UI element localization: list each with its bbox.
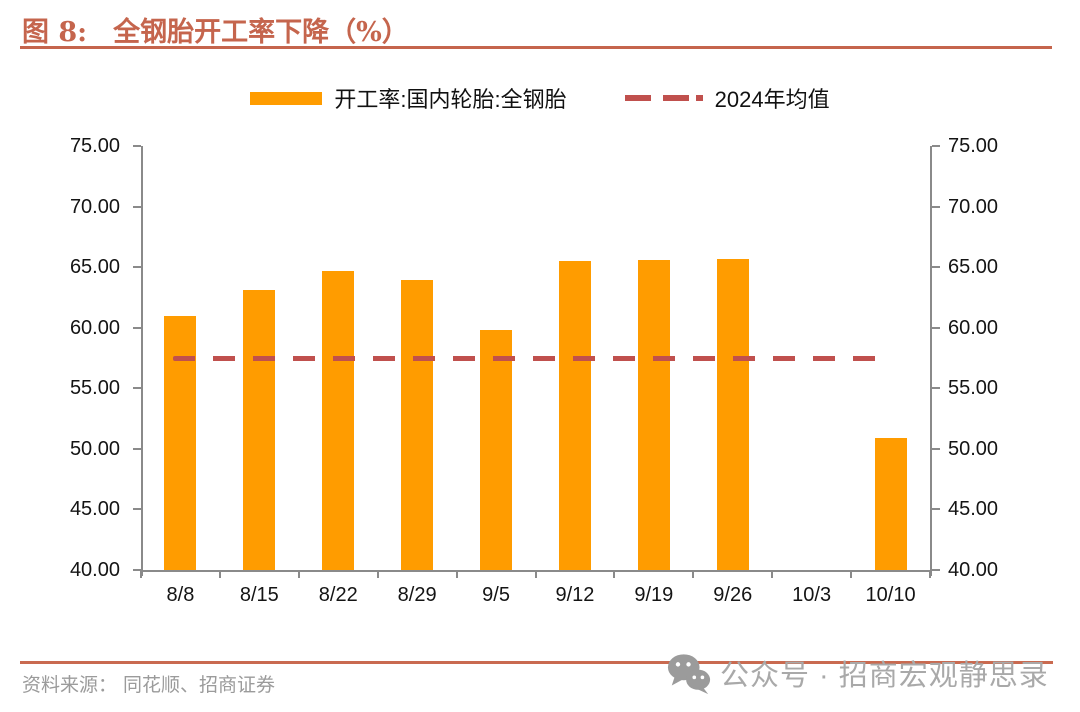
x-tick — [218, 570, 221, 578]
y-tick-left — [133, 145, 141, 147]
y-axis-right — [930, 146, 932, 576]
x-tick — [140, 570, 142, 578]
avg-line-label: 2024年均值 — [714, 87, 830, 112]
bar-8/22 — [322, 270, 355, 570]
y-tick-left — [133, 447, 141, 450]
figure-title: 图 8: 全钢胎开工率下降（%） — [22, 10, 409, 49]
x-tick-label: 8/29 — [397, 584, 437, 606]
x-tick — [534, 570, 537, 578]
x-tick-label: 10/10 — [865, 584, 916, 606]
title-underline — [20, 46, 1052, 49]
x-tick-label: 8/22 — [318, 584, 358, 606]
x-tick-label: 9/26 — [713, 584, 753, 606]
x-tick — [455, 570, 458, 578]
x-tick-label: 8/15 — [239, 584, 279, 606]
x-tick-label: 10/3 — [792, 584, 832, 606]
bar-series-swatch — [250, 91, 323, 105]
y-axis-left — [141, 146, 143, 576]
y-tick-label-left: 40.00 — [69, 559, 120, 581]
y-tick-right — [932, 145, 940, 147]
bar-9/5 — [480, 330, 513, 570]
bar-10/10 — [874, 437, 907, 570]
bar-9/26 — [716, 258, 749, 570]
bar-9/12 — [558, 261, 591, 570]
y-tick-label-right: 55.00 — [948, 377, 999, 400]
wechat-icon — [667, 654, 711, 695]
avg-line-swatch — [624, 95, 703, 101]
avg-dashed-line — [173, 356, 880, 362]
x-tick — [771, 570, 774, 578]
legend-item-avg-line: 2024年均值 — [624, 82, 830, 114]
y-tick-right — [932, 205, 940, 208]
watermark: 公众号 · 招商宏观静思录 — [666, 650, 1049, 696]
x-tick — [692, 570, 695, 578]
y-tick-left — [133, 387, 141, 390]
footer-rule — [20, 661, 1053, 664]
y-tick-label-right: 60.00 — [948, 316, 999, 339]
x-tick — [929, 570, 931, 578]
y-tick-left — [133, 205, 141, 208]
y-tick-left — [133, 266, 141, 269]
x-tick — [850, 570, 853, 578]
y-tick-label-right: 40.00 — [948, 559, 999, 581]
y-tick-right — [932, 266, 940, 269]
y-tick-left — [133, 569, 141, 571]
bar-8/8 — [164, 315, 197, 570]
y-tick-label-right: 65.00 — [948, 256, 999, 279]
bar-series-label: 开工率:国内轮胎:全钢胎 — [334, 87, 567, 112]
bar-8/15 — [243, 290, 276, 570]
y-tick-label-right: 70.00 — [948, 195, 999, 218]
y-tick-label-left: 75.00 — [69, 135, 120, 157]
legend-item-bar-series: 开工率:国内轮胎:全钢胎 — [250, 82, 567, 114]
watermark-text: 公众号 · 招商宏观静思录 — [720, 660, 1049, 692]
figure-number: 图 8: — [22, 17, 88, 48]
y-tick-right — [932, 387, 940, 390]
y-tick-label-left: 65.00 — [69, 256, 120, 279]
x-tick — [297, 570, 300, 578]
x-tick-label: 9/5 — [482, 584, 510, 606]
y-tick-label-left: 55.00 — [69, 377, 120, 400]
bar-8/29 — [401, 280, 434, 570]
y-tick-label-right: 45.00 — [948, 498, 999, 521]
y-tick-label-left: 50.00 — [69, 437, 120, 460]
source-note: 资料来源： 同花顺、招商证券 — [22, 674, 276, 696]
y-tick-right — [932, 569, 940, 571]
x-tick-label: 8/8 — [166, 584, 195, 606]
y-tick-right — [932, 326, 940, 329]
y-tick-right — [932, 447, 940, 450]
y-tick-label-right: 50.00 — [948, 437, 999, 460]
x-axis — [141, 570, 932, 572]
y-tick-right — [932, 508, 940, 511]
x-tick-label: 9/12 — [555, 584, 595, 606]
y-tick-label-left: 70.00 — [69, 195, 120, 218]
x-tick — [613, 570, 616, 578]
x-tick — [376, 570, 379, 578]
x-tick-label: 9/19 — [634, 584, 674, 606]
chart-legend: 开工率:国内轮胎:全钢胎 2024年均值 — [0, 82, 1080, 114]
y-tick-label-left: 60.00 — [69, 316, 120, 339]
y-tick-left — [133, 508, 141, 511]
y-tick-left — [133, 326, 141, 329]
y-tick-label-right: 75.00 — [948, 135, 999, 157]
bar-9/19 — [637, 259, 670, 570]
y-tick-label-left: 45.00 — [69, 498, 120, 521]
figure-title-text: 全钢胎开工率下降（%） — [113, 17, 409, 48]
